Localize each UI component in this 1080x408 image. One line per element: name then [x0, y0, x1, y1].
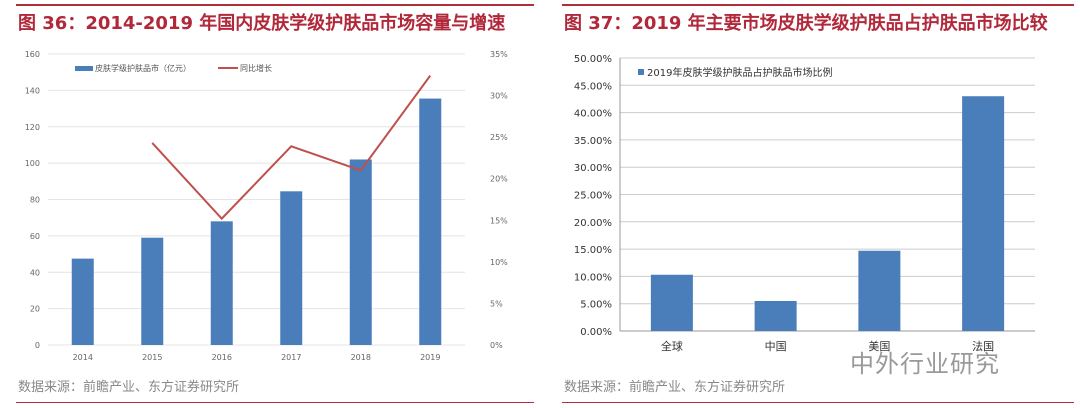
y-left-tick-label: 20 [30, 305, 40, 314]
bar [650, 274, 693, 331]
bar [754, 300, 797, 331]
x-tick-label: 2018 [351, 353, 371, 362]
y-tick-label: 15.00% [574, 245, 612, 256]
panel-fig37: 图 37：2019 年主要市场皮肤学级护肤品占护肤品市场比较 0.00% 5.00… [546, 0, 1080, 408]
y-tick-label: 40.00% [574, 109, 612, 120]
y-right-tick-label: 15% [490, 216, 508, 225]
divider [562, 4, 1074, 6]
bar [349, 159, 372, 345]
y-left-tick-label: 100 [25, 159, 40, 168]
y-right-tick-label: 25% [490, 133, 508, 142]
y-tick-label: 10.00% [574, 272, 612, 283]
y-tick-label: 45.00% [574, 81, 612, 92]
legend-swatch [638, 69, 644, 75]
y-tick-label: 20.00% [574, 218, 612, 229]
x-tick-label: 中国 [765, 340, 787, 353]
source-note: 数据来源：前瞻产业、东方证券研究所 [564, 380, 786, 395]
bar [962, 96, 1005, 331]
y-left-tick-label: 160 [25, 50, 40, 59]
divider [16, 402, 534, 403]
y-left-tick-label: 80 [30, 196, 40, 205]
x-tick-label: 全球 [661, 339, 683, 353]
bar [858, 250, 901, 331]
x-tick-label: 美国 [868, 340, 890, 353]
bar [210, 221, 233, 345]
legend-label: 皮肤学级护肤品市（亿元） [95, 63, 191, 73]
y-left-tick-label: 0 [35, 341, 40, 350]
y-left-tick-label: 60 [30, 232, 40, 241]
y-right-tick-label: 30% [490, 92, 508, 101]
x-tick-label: 2014 [73, 353, 93, 362]
y-right-tick-label: 20% [490, 175, 508, 184]
y-tick-label: 5.00% [580, 300, 612, 311]
panel-fig36: 图 36：2014-2019 年国内皮肤学级护肤品市场容量与增速 0 20 40 60… [16, 4, 534, 403]
y-right-tick-label: 5% [490, 299, 503, 308]
chart-title: 图 36：2014-2019 年国内皮肤学级护肤品市场容量与增速 [18, 13, 506, 34]
y-right-tick-label: 35% [490, 50, 508, 59]
chart-fig36: 0 20 40 60 80 100 120 140 160 0% 5% 10% 15% 20% 25% 30%… [25, 50, 508, 362]
y-tick-label: 30.00% [574, 163, 612, 174]
y-tick-label: 50.00% [574, 54, 612, 65]
legend-label: 同比增长 [240, 63, 272, 73]
y-tick-label: 0.00% [580, 327, 612, 338]
y-left-tick-label: 120 [25, 123, 40, 132]
bar [280, 191, 303, 345]
divider [562, 402, 1074, 403]
y-tick-label: 25.00% [574, 191, 612, 202]
y-left-tick-label: 40 [30, 268, 40, 277]
legend-swatch [75, 66, 93, 71]
source-note: 数据来源：前瞻产业、东方证券研究所 [18, 380, 240, 395]
chart-title: 图 37：2019 年主要市场皮肤学级护肤品占护肤品市场比较 [564, 13, 1048, 34]
watermark: 中外行业研究 [850, 350, 1000, 378]
x-tick-label: 法国 [972, 339, 994, 353]
legend-label: 2019年皮肤学级护肤品占护肤品市场比例 [647, 66, 832, 79]
x-tick-label: 2017 [281, 353, 301, 362]
y-tick-label: 35.00% [574, 136, 612, 147]
line-series [151, 75, 432, 221]
bar [419, 98, 442, 345]
chart-fig37: 0.00% 5.00% 10.00% 15.00% 20.00% 25.00% 30.00%… [574, 54, 1035, 353]
x-tick-label: 2019 [420, 353, 440, 362]
y-left-tick-label: 140 [25, 86, 40, 95]
x-tick-label: 2015 [142, 353, 162, 362]
y-right-tick-label: 10% [490, 258, 508, 267]
divider [16, 4, 534, 6]
bar [71, 258, 94, 345]
y-right-tick-label: 0% [490, 341, 503, 350]
x-tick-label: 2016 [212, 353, 232, 362]
bar [141, 237, 164, 345]
